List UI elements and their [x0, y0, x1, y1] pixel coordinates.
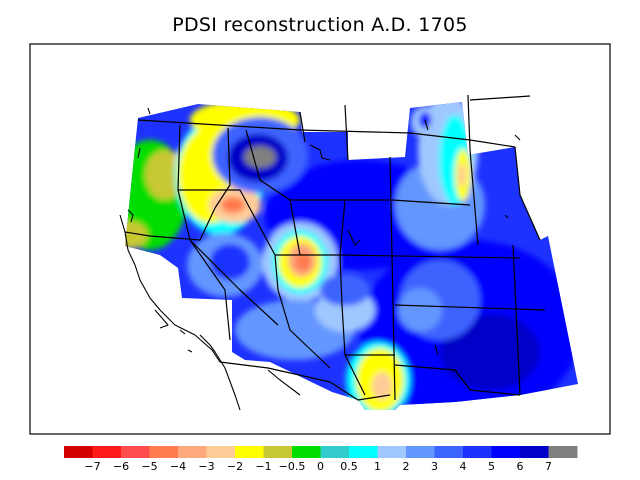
- legend-tick-label: 5: [488, 460, 495, 473]
- legend-tick-label: 4: [460, 460, 467, 473]
- legend-swatch: [235, 446, 264, 458]
- legend-tick-label: −5: [141, 460, 157, 473]
- legend-swatch: [377, 446, 407, 458]
- legend-tick-label: 7: [545, 460, 552, 473]
- legend-swatch: [149, 446, 179, 458]
- legend-swatch: [349, 446, 378, 458]
- legend-swatch: [520, 446, 549, 458]
- coastlines: [119, 107, 521, 411]
- legend-swatch: [178, 446, 207, 458]
- legend-swatch: [320, 446, 350, 458]
- pdsi-field: [125, 102, 578, 410]
- legend-tick-label: −4: [170, 460, 186, 473]
- legend-swatch: [491, 446, 521, 458]
- state-boundaries: [124, 94, 546, 401]
- legend-tick-label: −6: [113, 460, 129, 473]
- legend-swatch: [548, 446, 578, 458]
- legend-swatch: [64, 446, 93, 458]
- legend-tick-label: 0.5: [340, 460, 358, 473]
- legend-swatch: [406, 446, 435, 458]
- legend-swatch: [263, 446, 293, 458]
- legend-tick-label: 2: [403, 460, 410, 473]
- legend-tick-label: 1: [374, 460, 381, 473]
- legend-tick-label: −2: [227, 460, 243, 473]
- legend-tick-label: −3: [198, 460, 214, 473]
- legend-tick-label: −0.5: [279, 460, 306, 473]
- legend-tick-label: 6: [517, 460, 524, 473]
- legend-tick-label: 3: [431, 460, 438, 473]
- legend-swatch: [206, 446, 236, 458]
- legend-tick-label: −1: [255, 460, 271, 473]
- legend-swatch: [292, 446, 321, 458]
- legend-tick-label: −7: [84, 460, 100, 473]
- color-legend: −7 −6 −5 −4 −3 −2 −1 −0.5 0 0.5 1 2 3 4 5 6 7: [64, 446, 578, 473]
- legend-swatch: [92, 446, 122, 458]
- legend-swatch: [434, 446, 464, 458]
- map-title: PDSI reconstruction A.D. 1705: [172, 14, 468, 36]
- legend-swatch: [121, 446, 150, 458]
- legend-swatch: [463, 446, 492, 458]
- legend-tick-label: 0: [317, 460, 324, 473]
